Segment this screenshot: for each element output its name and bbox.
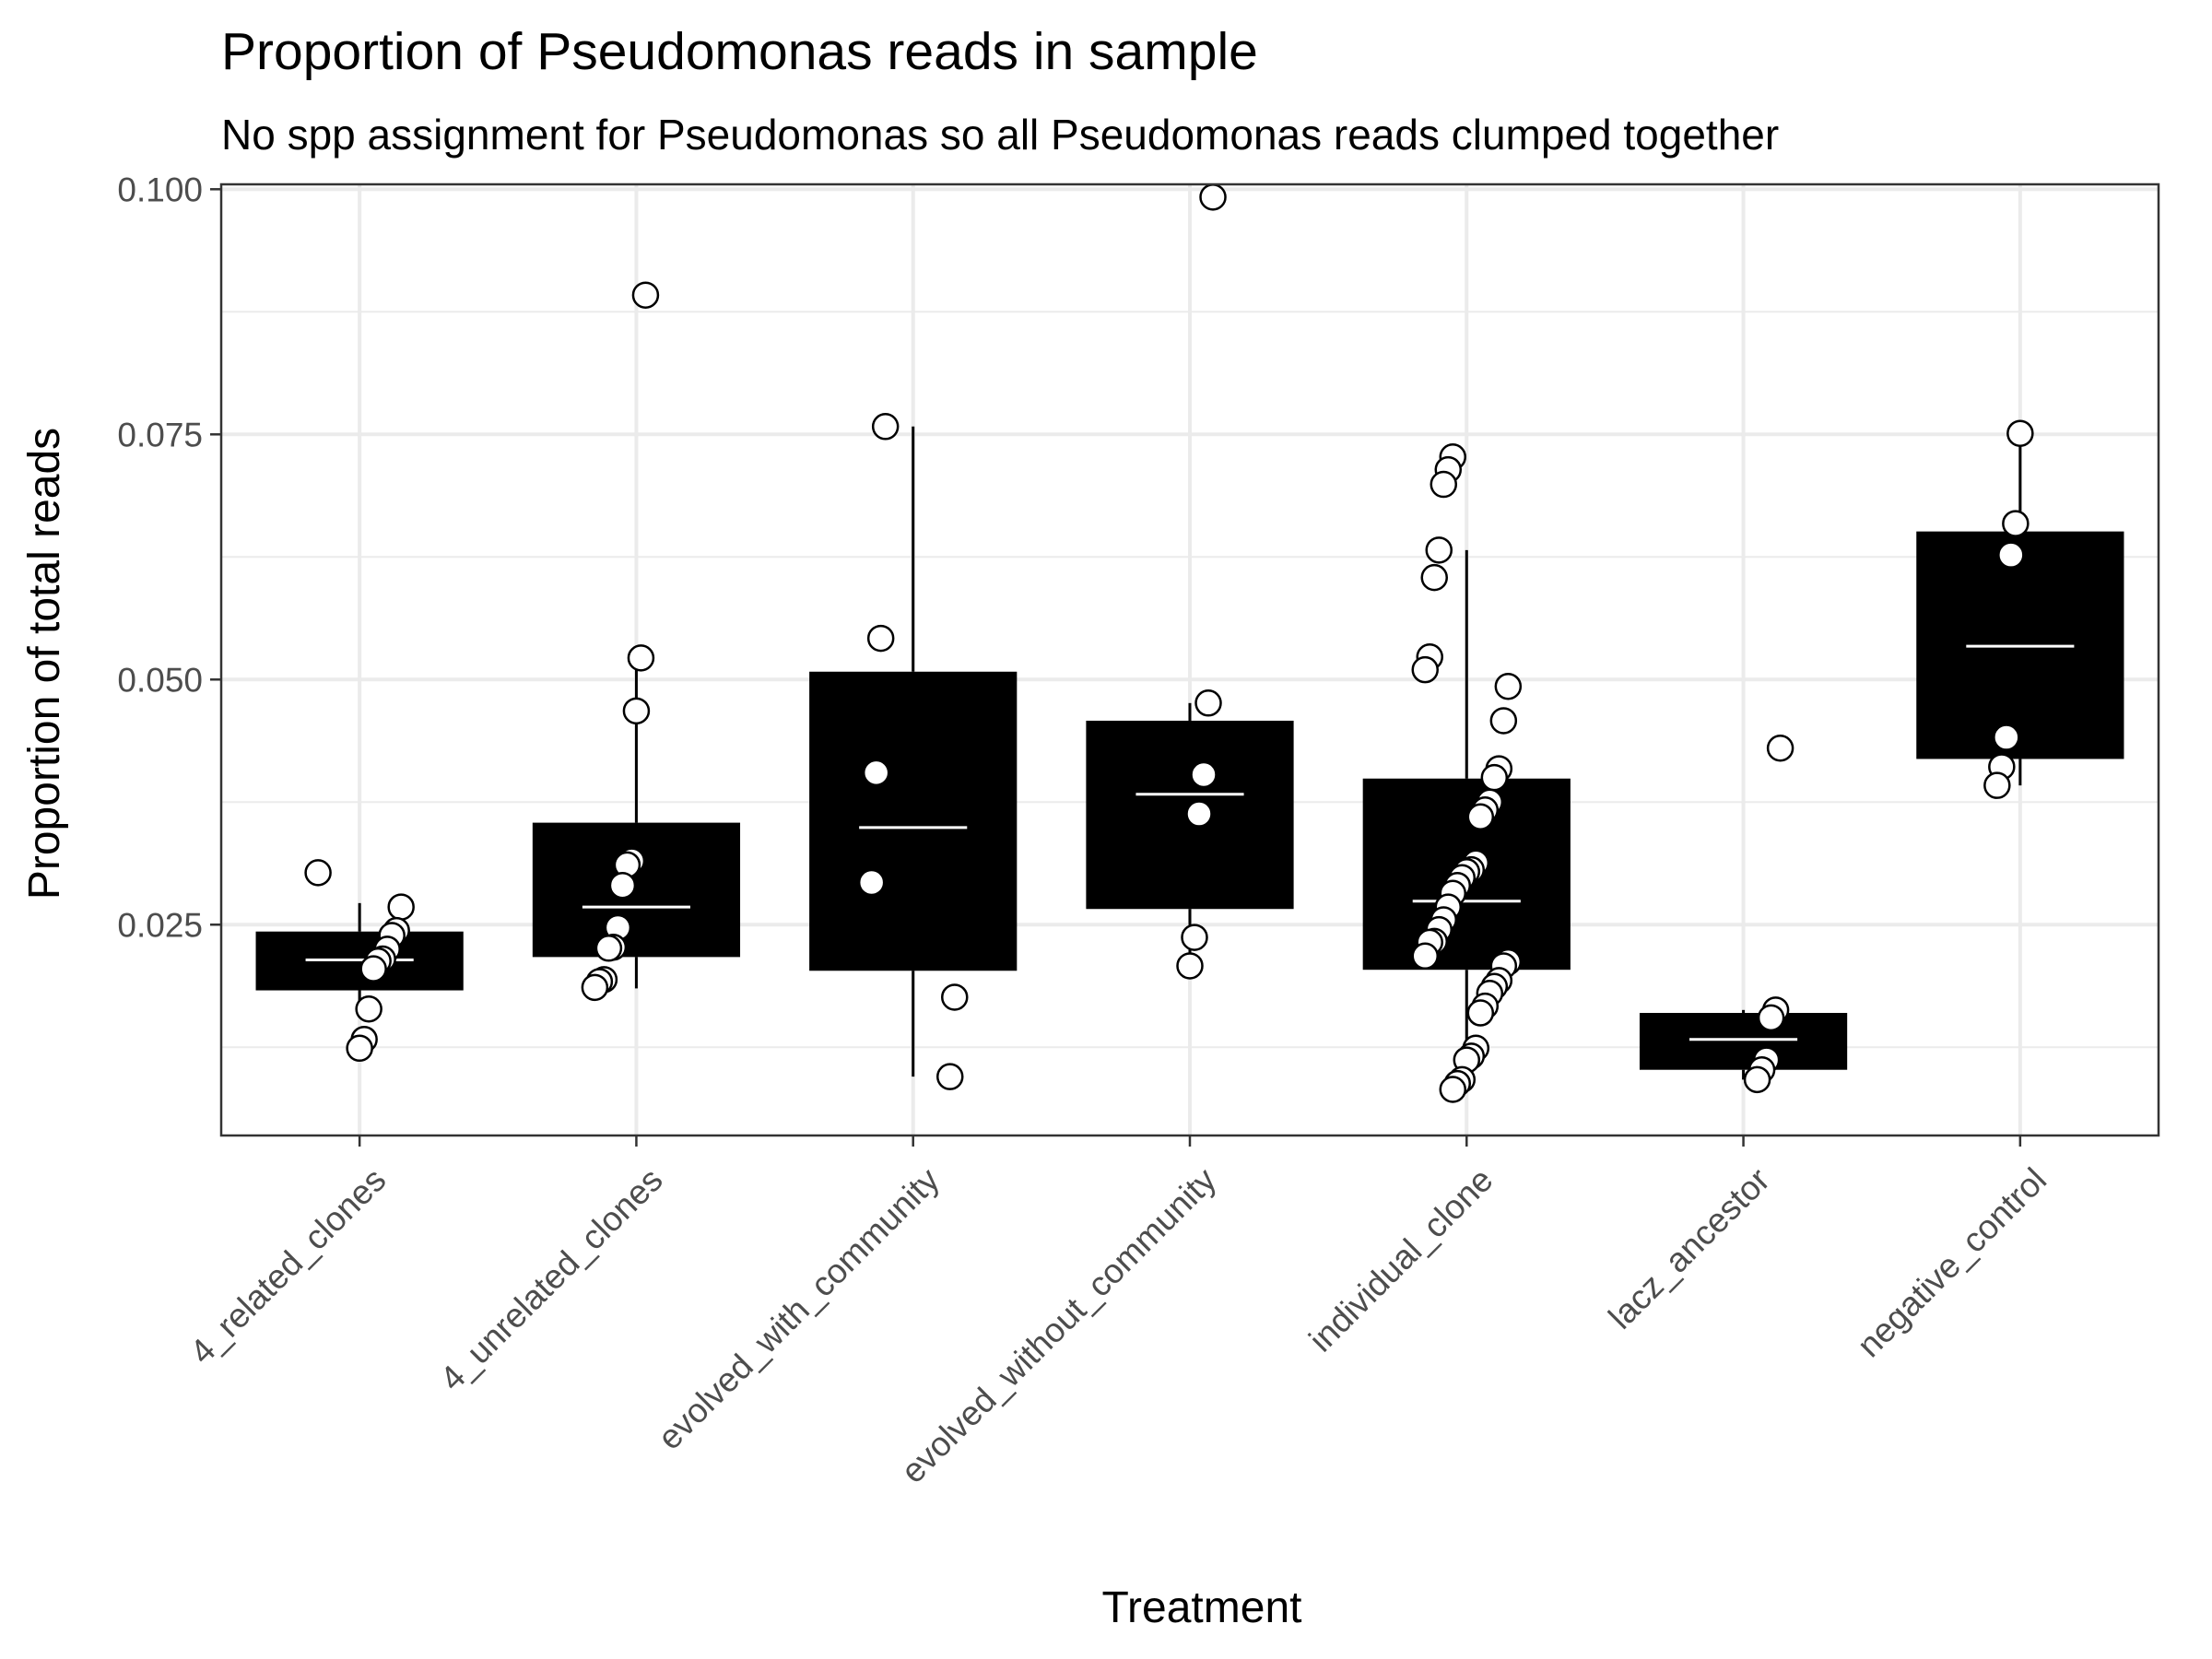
data-point <box>1194 689 1222 717</box>
data-point <box>1420 563 1449 592</box>
data-point <box>1997 541 2025 569</box>
data-point <box>1411 655 1439 684</box>
data-point <box>1466 803 1495 830</box>
grid <box>221 184 2159 1135</box>
data-point <box>1466 999 1495 1027</box>
data-point <box>631 281 660 309</box>
data-point <box>1757 1004 1785 1032</box>
data-point <box>1199 183 1227 211</box>
data-point <box>1176 952 1204 980</box>
points <box>304 183 2034 1103</box>
data-point <box>1993 724 2020 751</box>
y-axis-title: Proportion of total reads <box>20 428 69 900</box>
data-point <box>936 1063 964 1090</box>
data-point <box>862 759 890 787</box>
data-point <box>866 624 895 653</box>
data-point <box>622 697 651 725</box>
chart-title: Proportion of Pseudomonas reads in sampl… <box>221 22 1258 81</box>
y-tick-label: 0.075 <box>117 416 203 453</box>
x-tick-label: 4_related_clones <box>182 1160 393 1371</box>
y-tick-label: 0.050 <box>117 661 203 699</box>
data-point <box>1480 763 1509 792</box>
data-point <box>627 644 655 672</box>
data-point <box>1190 760 1218 789</box>
data-point <box>1411 942 1439 971</box>
box <box>532 822 741 958</box>
box <box>1639 1013 1848 1070</box>
data-point <box>1489 707 1518 735</box>
chart-subtitle: No spp assignment for Pseudomonas so all… <box>221 111 1779 159</box>
data-point <box>1430 470 1458 499</box>
data-point <box>1439 1076 1467 1103</box>
data-point <box>1494 672 1523 700</box>
data-point <box>1425 536 1453 564</box>
axes: 0.025 0.050 0.075 0.100 4_related_clones 4_un… <box>117 171 2053 1490</box>
data-point <box>387 893 415 921</box>
data-point <box>871 413 900 441</box>
x-tick-label: negative_control <box>1850 1160 2053 1364</box>
y-tick-label: 0.100 <box>117 171 203 208</box>
box <box>809 671 1018 971</box>
data-point <box>608 871 637 900</box>
data-point <box>581 973 609 1002</box>
data-point <box>1766 735 1794 762</box>
data-point <box>2006 419 2034 447</box>
data-point <box>1983 771 2011 799</box>
x-tick-label: evolved_with_community <box>651 1160 947 1457</box>
data-point <box>1743 1065 1771 1094</box>
x-tick-label: evolved_without_community <box>894 1160 1224 1490</box>
data-point <box>594 935 623 962</box>
data-point <box>1185 800 1213 828</box>
data-point <box>857 868 886 897</box>
data-point <box>1181 924 1208 951</box>
x-axis-title: Treatment <box>1102 1583 1302 1632</box>
data-point <box>304 859 332 887</box>
x-tick-label: lacz_ancestor <box>1601 1160 1776 1335</box>
x-tick-label: individual_clone <box>1301 1160 1500 1359</box>
data-point <box>355 995 382 1023</box>
data-point <box>2002 510 2030 537</box>
x-tick-label: 4_unrelated_clones <box>432 1160 669 1397</box>
data-point <box>359 955 387 982</box>
y-tick-label: 0.025 <box>117 906 203 944</box>
data-point <box>346 1034 373 1063</box>
data-point <box>941 983 969 1011</box>
